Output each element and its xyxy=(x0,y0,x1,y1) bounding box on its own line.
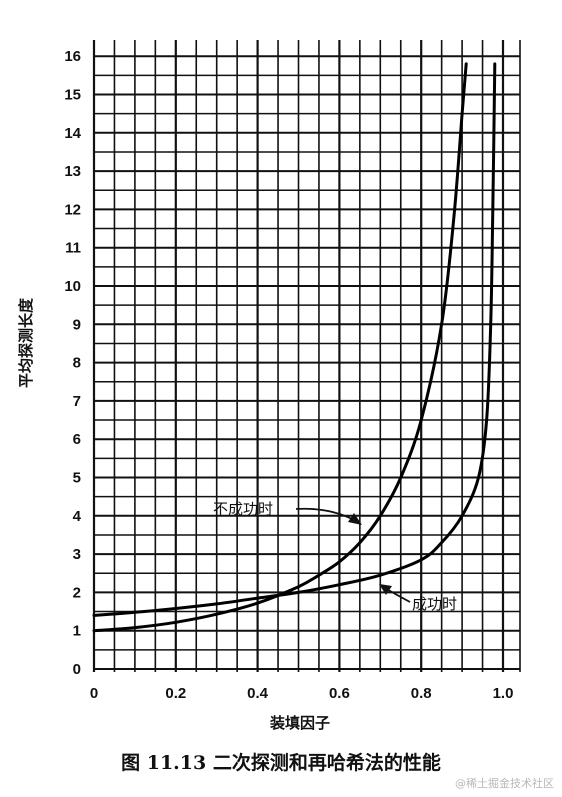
x-tick-label: 1.0 xyxy=(493,685,514,702)
y-tick-label: 3 xyxy=(73,546,81,563)
y-tick-label: 6 xyxy=(73,431,81,448)
annotation-successful: 成功时 xyxy=(412,595,457,613)
annotation-successful-arrowhead xyxy=(379,584,392,595)
y-tick-label: 10 xyxy=(64,278,81,295)
y-tick-label: 7 xyxy=(73,393,81,410)
x-tick-label: 0.2 xyxy=(165,685,186,702)
series-line-successful xyxy=(92,62,497,617)
x-tick-label: 0.4 xyxy=(247,685,269,702)
series-group xyxy=(92,62,497,633)
y-tick-label: 5 xyxy=(73,470,81,487)
x-tick-label: 0.8 xyxy=(411,685,432,702)
y-tick-label: 15 xyxy=(64,87,81,104)
x-tick-label: 0 xyxy=(90,685,98,702)
y-tick-label: 9 xyxy=(73,316,81,333)
x-tick-label: 0.6 xyxy=(329,685,350,702)
y-axis-label: 平均探测长度 xyxy=(17,297,35,388)
watermark: @稀土掘金技术社区 xyxy=(455,777,554,790)
y-tick-label: 1 xyxy=(73,623,81,640)
annotation-unsuccessful-arrowhead xyxy=(348,513,362,525)
y-tick-label: 12 xyxy=(64,201,81,218)
y-tick-label: 0 xyxy=(73,661,81,678)
series-line-unsuccessful xyxy=(92,62,468,633)
x-axis-label: 装填因子 xyxy=(269,714,330,732)
y-tick-label: 16 xyxy=(64,48,81,65)
y-tick-label: 8 xyxy=(73,355,81,372)
grid xyxy=(92,40,521,672)
y-tick-label: 4 xyxy=(73,508,82,525)
y-tick-label: 2 xyxy=(73,584,81,601)
y-tick-label: 13 xyxy=(64,163,81,180)
annotation-unsuccessful: 不成功时 xyxy=(213,500,273,518)
y-tick-label: 14 xyxy=(64,125,81,142)
figure-caption: 图 11.13 二次探测和再哈希法的性能 xyxy=(121,752,441,774)
y-tick-label: 11 xyxy=(65,240,81,257)
